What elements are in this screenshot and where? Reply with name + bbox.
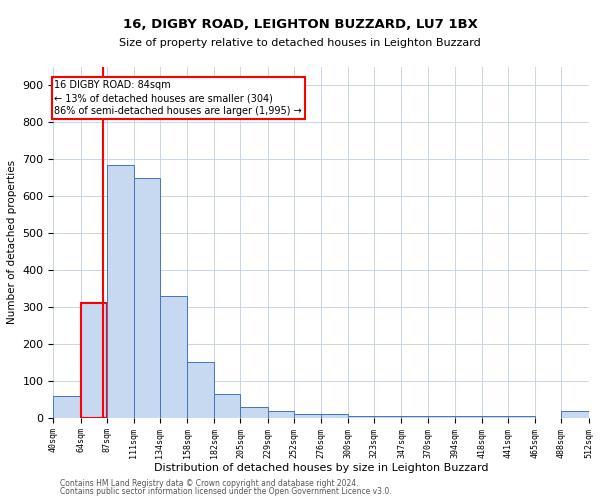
Bar [214,394,241,418]
Bar [294,414,321,418]
Bar [401,416,428,418]
Bar [80,304,107,418]
Text: Contains public sector information licensed under the Open Government Licence v3: Contains public sector information licen… [60,487,392,496]
Y-axis label: Number of detached properties: Number of detached properties [7,160,17,324]
Bar [107,165,134,418]
Bar [455,416,482,418]
Bar [348,416,374,418]
Bar [374,416,401,418]
Bar [241,406,268,418]
Text: 16 DIGBY ROAD: 84sqm
← 13% of detached houses are smaller (304)
86% of semi-deta: 16 DIGBY ROAD: 84sqm ← 13% of detached h… [55,80,302,116]
Bar [134,178,160,418]
Bar [53,396,80,418]
X-axis label: Distribution of detached houses by size in Leighton Buzzard: Distribution of detached houses by size … [154,463,488,473]
Text: Size of property relative to detached houses in Leighton Buzzard: Size of property relative to detached ho… [119,38,481,48]
Bar [268,411,294,418]
Bar [321,414,348,418]
Bar [508,416,535,418]
Text: Contains HM Land Registry data © Crown copyright and database right 2024.: Contains HM Land Registry data © Crown c… [60,478,359,488]
Bar [562,411,589,418]
Bar [428,416,455,418]
Bar [160,296,187,418]
Text: 16, DIGBY ROAD, LEIGHTON BUZZARD, LU7 1BX: 16, DIGBY ROAD, LEIGHTON BUZZARD, LU7 1B… [122,18,478,30]
Bar [482,416,508,418]
Bar [187,362,214,418]
